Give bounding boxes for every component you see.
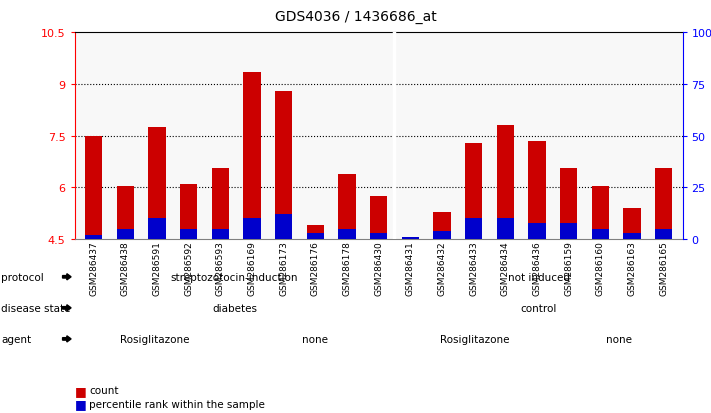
Text: count: count: [89, 385, 118, 395]
Text: control: control: [520, 303, 557, 313]
Bar: [528, 142, 545, 240]
Text: Rosiglitazone: Rosiglitazone: [120, 334, 189, 344]
Bar: [149, 128, 166, 240]
Bar: [560, 169, 577, 240]
Bar: [402, 237, 419, 240]
Bar: [465, 143, 482, 240]
Bar: [528, 223, 545, 240]
Bar: [243, 73, 261, 240]
Text: agent: agent: [1, 334, 31, 344]
Bar: [433, 231, 451, 240]
Text: protocol: protocol: [1, 272, 44, 282]
Bar: [592, 186, 609, 240]
Bar: [275, 92, 292, 240]
Bar: [655, 169, 673, 240]
Bar: [433, 212, 451, 240]
Text: not induced: not induced: [508, 272, 570, 282]
Text: percentile rank within the sample: percentile rank within the sample: [89, 399, 264, 409]
Bar: [243, 219, 261, 240]
Bar: [655, 229, 673, 240]
Bar: [496, 219, 514, 240]
Bar: [212, 169, 229, 240]
Bar: [338, 174, 356, 240]
Bar: [402, 238, 419, 240]
Bar: [370, 233, 387, 240]
Text: diabetes: diabetes: [212, 303, 257, 313]
Bar: [465, 219, 482, 240]
Bar: [85, 235, 102, 240]
Bar: [560, 223, 577, 240]
Bar: [496, 126, 514, 240]
Bar: [212, 229, 229, 240]
Bar: [180, 229, 198, 240]
Bar: [85, 136, 102, 240]
Bar: [624, 209, 641, 240]
Text: Rosiglitazone: Rosiglitazone: [440, 334, 509, 344]
Text: ■: ■: [75, 384, 87, 397]
Bar: [592, 229, 609, 240]
Text: none: none: [301, 334, 328, 344]
Bar: [180, 185, 198, 240]
Bar: [117, 186, 134, 240]
Bar: [624, 233, 641, 240]
Bar: [275, 215, 292, 240]
Bar: [338, 229, 356, 240]
Bar: [306, 233, 324, 240]
Text: disease state: disease state: [1, 303, 71, 313]
Text: ■: ■: [75, 397, 87, 411]
Text: streptozotocin-induction: streptozotocin-induction: [171, 272, 299, 282]
Text: none: none: [606, 334, 631, 344]
Bar: [370, 197, 387, 240]
Text: GDS4036 / 1436686_at: GDS4036 / 1436686_at: [274, 10, 437, 24]
Bar: [117, 229, 134, 240]
Bar: [149, 219, 166, 240]
Bar: [306, 226, 324, 240]
